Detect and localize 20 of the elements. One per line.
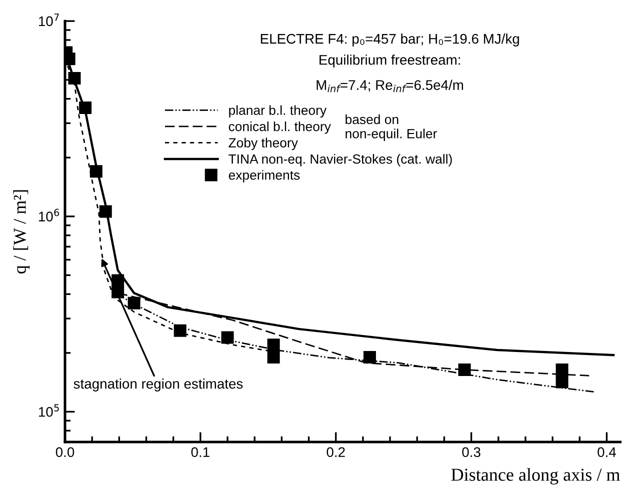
- x-axis-title: Distance along axis / m: [451, 468, 620, 485]
- y-tick-label: 10$^{5}$: [38, 404, 59, 417]
- legend-label: planar b.l. theory: [229, 105, 327, 118]
- x-tick-label: 0.4: [598, 447, 616, 458]
- legend-label: experiments: [228, 170, 300, 182]
- legend-label: conical b.l. theory: [228, 122, 331, 134]
- x-tick-label: 0.0: [56, 447, 74, 458]
- y-axis-title: q / [W / m²]: [13, 190, 30, 274]
- annotation: Equilibrium freestream:: [320, 54, 460, 68]
- x-tick-label: 0.2: [326, 447, 345, 458]
- annotation: ELECTRE F4: p₀=457 bar; H₀=19.6 MJ/kg: [260, 34, 519, 46]
- annotation: stagnation region estimates: [74, 378, 243, 392]
- y-tick-label: 10$^{7}$: [38, 14, 59, 26]
- x-tick-label: 0.1: [191, 447, 210, 458]
- legend-label: Zoby theory: [228, 138, 298, 150]
- legend-label: TINA non-eq. Navier-Stokes (cat. wall): [228, 154, 452, 166]
- annotation: based on non-equil. Euler: [346, 114, 437, 141]
- annotation: M$_{inf}$=7.4; Re$_{inf}$=6.5e4/m: [316, 80, 464, 92]
- y-tick-label: 10$^{6}$: [38, 208, 60, 222]
- x-tick-label: 0.3: [462, 447, 480, 458]
